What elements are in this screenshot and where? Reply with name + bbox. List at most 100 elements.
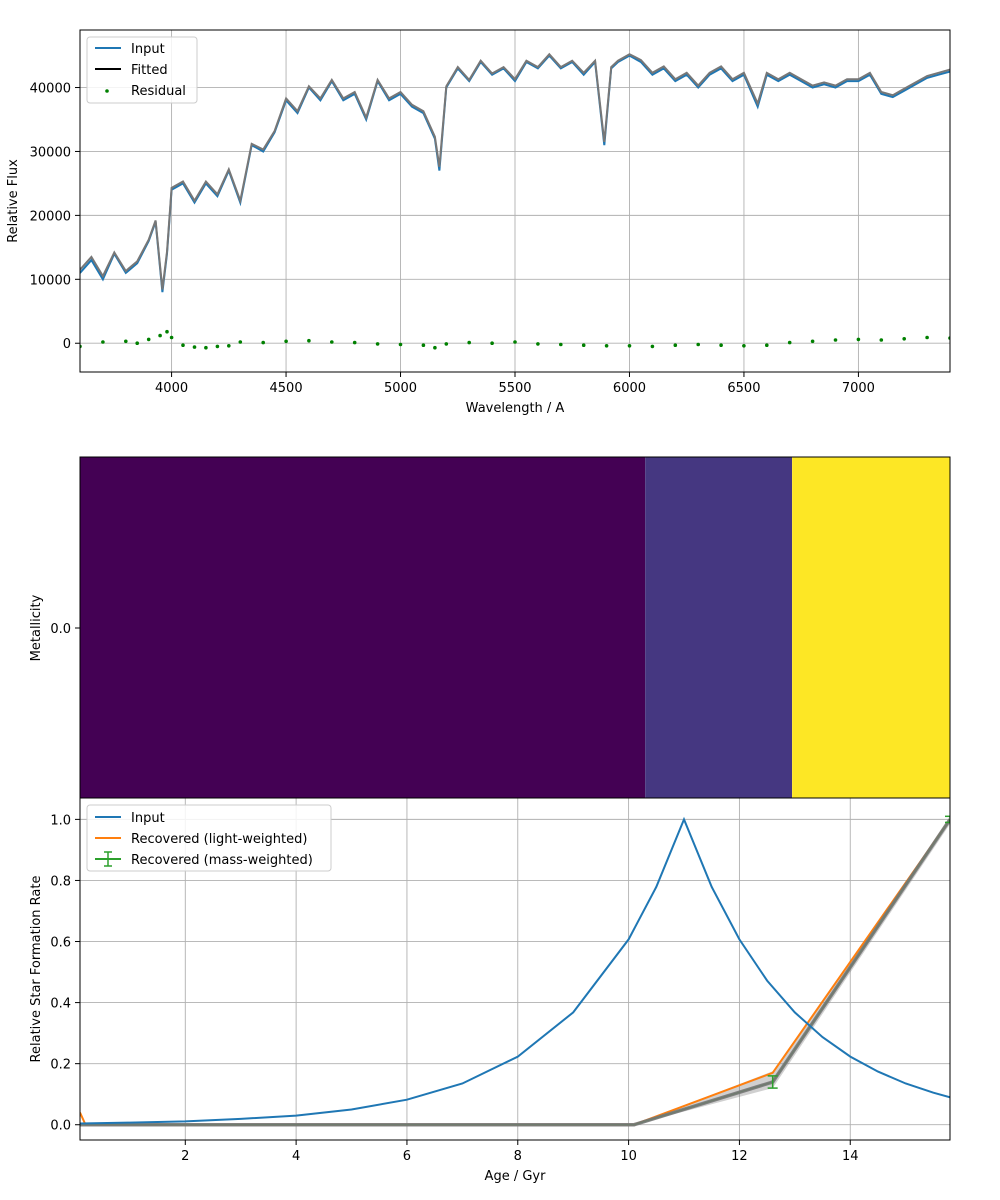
residual-point-16 (307, 338, 311, 343)
sfr-xtick-label-8: 8 (514, 1149, 522, 1164)
residual-point-29 (581, 343, 586, 348)
sfr-xlabel: Age / Gyr (485, 1169, 547, 1184)
residual-point-34 (696, 342, 700, 347)
residual-point-8 (181, 343, 185, 348)
residual-point-7 (169, 335, 174, 340)
legend-fitted-label: Fitted (131, 63, 168, 78)
sfr-ticks: 2 4 6 8 10 12 14 0.0 0.2 0.4 0.6 0.8 1.0 (50, 813, 858, 1164)
spectrum-panel: 4000 4500 5000 5500 6000 6500 7000 0 10000 20000 3… (6, 29, 951, 416)
sfr-frame (79, 797, 951, 1141)
residual-point-36 (742, 344, 746, 348)
residual-point-14 (261, 340, 266, 345)
spectrum-series (80, 52, 950, 350)
residual-point-13 (238, 340, 243, 344)
residual-point-6 (165, 329, 169, 334)
residual-point-37 (765, 343, 769, 348)
sfr-legend: Input Recovered (light-weighted) Recover… (86, 804, 332, 872)
residual-point-40 (833, 338, 838, 342)
spectrum-grid (80, 30, 950, 372)
residual-point-35 (719, 343, 723, 348)
legend-light-label: Recovered (light-weighted) (131, 832, 307, 847)
legend-mass-label: Recovered (mass-weighted) (131, 853, 313, 868)
spectrum-ytick-label-0: 0 (63, 337, 71, 352)
sfr-panel: 2 4 6 8 10 12 14 0.0 0.2 0.4 0.6 0.8 1.0 Age / Gyr R… (29, 797, 951, 1184)
sfr-xtick-label-2: 2 (181, 1149, 189, 1164)
residual-point-25 (490, 341, 494, 346)
residual-point-33 (673, 343, 678, 348)
residual-point-19 (375, 342, 380, 346)
residual-point-11 (215, 344, 220, 349)
legend-input-label: Input (131, 42, 165, 57)
residual-point-3 (135, 341, 139, 346)
residual-point-2 (124, 339, 128, 344)
metallicity-cells (80, 457, 950, 798)
sfr-ytick-label-0: 0.0 (50, 1119, 71, 1134)
sfr-xtick-label-12: 12 (731, 1149, 748, 1164)
sfr-ylabel: Relative Star Formation Rate (29, 876, 44, 1063)
spectrum-ytick-label-10000: 10000 (30, 273, 71, 288)
residual-point-9 (192, 345, 197, 349)
residual-point-15 (284, 339, 288, 344)
spectrum-xtick-label-6500: 6500 (727, 381, 760, 396)
spectrum-xtick-label-7000: 7000 (842, 381, 875, 396)
sfr-samples-median (80, 818, 950, 1127)
legend-residual-label: Residual (131, 84, 186, 99)
metallicity-panel: 0.0 Metallicity (29, 456, 951, 799)
residual-point-17 (330, 340, 334, 344)
residual-point-41 (856, 337, 861, 342)
sfr-xtick-label-14: 14 (842, 1149, 859, 1164)
residual-point-43 (902, 337, 906, 341)
spectrum-ytick-label-30000: 30000 (30, 145, 71, 160)
metallicity-cell-0 (80, 457, 646, 798)
sfr-ytick-label-0.4: 0.4 (50, 997, 71, 1012)
spectrum-xtick-label-4500: 4500 (270, 381, 303, 396)
residual-point-4 (146, 337, 151, 342)
residual-point-18 (352, 340, 357, 345)
sfr-ytick-label-0.2: 0.2 (50, 1058, 71, 1073)
spectrum-ytick-label-20000: 20000 (30, 209, 71, 224)
residual-point-1 (101, 340, 105, 344)
residual-point-22 (433, 345, 437, 350)
spectrum-xtick-label-4000: 4000 (155, 381, 188, 396)
metallicity-cell-1 (645, 457, 792, 798)
residual-point-44 (925, 335, 929, 340)
sfr-ytick-label-0.8: 0.8 (50, 874, 71, 889)
sfr-xtick-label-10: 10 (620, 1149, 637, 1164)
residual-point-38 (787, 340, 792, 345)
residual-point-30 (604, 344, 609, 348)
spectrum-xlabel: Wavelength / A (466, 401, 565, 416)
residual-point-23 (444, 342, 449, 346)
spectrum-xtick-label-6000: 6000 (613, 381, 646, 396)
metallicity-cell-2 (792, 457, 950, 798)
sfr-xtick-label-6: 6 (403, 1149, 411, 1164)
residual-point-20 (398, 342, 403, 347)
sfr-ytick-label-1: 1.0 (50, 813, 71, 828)
residual-point-31 (627, 344, 632, 348)
residual-point-10 (204, 345, 208, 350)
spectrum-xtick-label-5500: 5500 (498, 381, 531, 396)
residual-point-12 (227, 344, 231, 348)
legend-residual-swatch (105, 89, 109, 93)
spectrum-ylabel: Relative Flux (6, 159, 21, 243)
spectrum-legend-box (86, 36, 198, 104)
metallicity-ylabel: Metallicity (29, 594, 44, 661)
sfr-xtick-label-4: 4 (292, 1149, 300, 1164)
residual-point-39 (810, 339, 815, 344)
residual-point-21 (421, 343, 426, 348)
residual-point-32 (650, 344, 655, 349)
metallicity-ytick-label: 0.0 (50, 622, 71, 637)
residual-point-5 (158, 333, 162, 338)
sfr-series (80, 815, 950, 1127)
residual-point-24 (467, 340, 472, 345)
sfr-input-line (80, 816, 950, 1125)
spectrum-xtick-label-5000: 5000 (384, 381, 417, 396)
spectrum-ticks: 4000 4500 5000 5500 6000 6500 7000 0 10000 20000 3… (30, 82, 875, 396)
spectrum-fitted-line (80, 52, 950, 290)
spectrum-ytick-label-40000: 40000 (30, 82, 71, 97)
residual-point-42 (879, 338, 884, 342)
legend-mass-swatch (95, 851, 121, 867)
residual-point-27 (536, 342, 540, 346)
residual-point-26 (513, 340, 517, 344)
residual-point-28 (559, 342, 563, 347)
